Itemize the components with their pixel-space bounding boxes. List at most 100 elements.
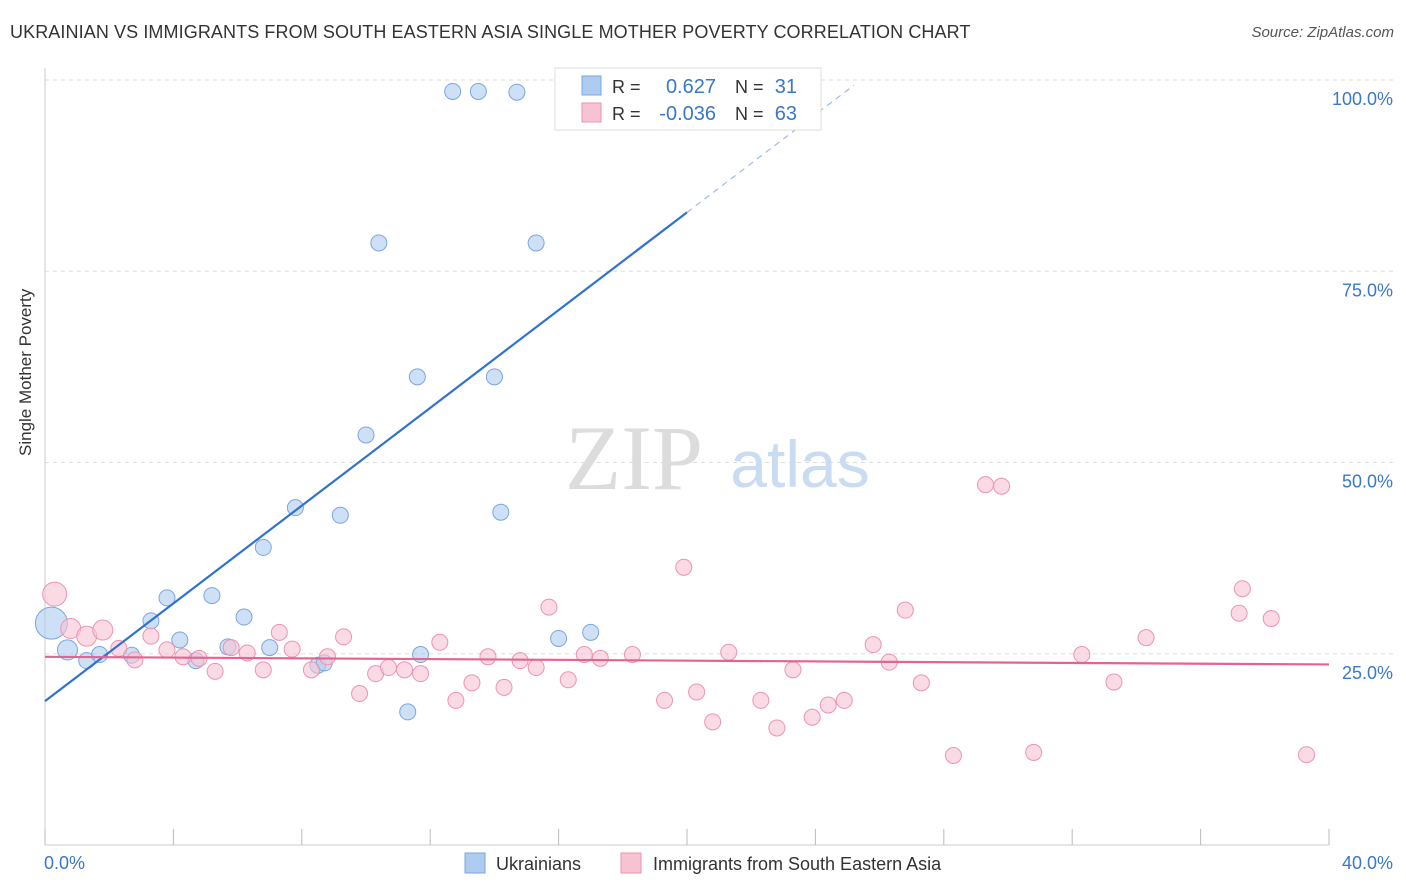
blue-point xyxy=(357,426,375,444)
watermark: ZIP atlas xyxy=(565,407,870,509)
stats-legend: R = 0.627 N = 31 R = -0.036 N = 63 xyxy=(554,67,822,131)
pink-point xyxy=(1230,604,1248,622)
pink-point xyxy=(1298,746,1316,764)
pink-point xyxy=(495,678,513,696)
trend-line-immigrants xyxy=(44,655,1330,666)
pink-point xyxy=(1262,610,1280,628)
blue-point xyxy=(492,503,510,521)
pink-point xyxy=(912,674,930,692)
pink-point xyxy=(42,581,68,607)
legend-item-immigrants-swatch[interactable] xyxy=(620,852,642,874)
pink-point xyxy=(447,691,465,709)
pink-point xyxy=(656,691,674,709)
pink-point xyxy=(396,661,414,679)
pink-point xyxy=(126,651,144,669)
pink-point xyxy=(142,627,160,645)
pink-point xyxy=(283,640,301,658)
pink-point xyxy=(784,661,802,679)
blue-point xyxy=(261,639,279,657)
legend-item-immigrants[interactable]: Immigrants from South Eastern Asia xyxy=(653,854,942,874)
legend-swatch-pink xyxy=(581,102,602,123)
pink-point xyxy=(1233,580,1251,598)
trend-lines xyxy=(44,84,1330,703)
pink-point xyxy=(720,643,738,661)
source-label: Source: ZipAtlas.com xyxy=(1251,24,1394,41)
pink-point xyxy=(575,646,593,664)
legend-swatch-blue xyxy=(581,75,602,96)
legend-item-ukrainians[interactable]: Ukrainians xyxy=(496,854,581,874)
gridlines xyxy=(45,79,1393,655)
pink-point xyxy=(768,719,786,737)
pink-point xyxy=(527,659,545,677)
pink-point xyxy=(254,661,272,679)
pink-point xyxy=(835,691,853,709)
blue-point xyxy=(235,608,253,626)
series-legend: Ukrainians Immigrants from South Eastern… xyxy=(464,852,942,874)
blue-point xyxy=(331,506,349,524)
pink-point xyxy=(540,598,558,616)
pink-point xyxy=(1073,646,1091,664)
pink-point xyxy=(803,708,821,726)
blue-point xyxy=(171,631,189,649)
pink-point xyxy=(379,659,397,677)
blue-point xyxy=(399,703,417,721)
blue-point xyxy=(370,234,388,252)
x-tick-label-left: 0.0% xyxy=(44,853,85,873)
watermark-zip: ZIP xyxy=(565,407,703,509)
pink-point xyxy=(318,648,336,666)
legend-r-label-1: R = xyxy=(612,77,641,97)
legend-r-label-2: R = xyxy=(612,104,641,124)
pink-point xyxy=(688,683,706,701)
legend-n-value-2: 63 xyxy=(775,103,797,125)
legend-n-label-1: N = xyxy=(735,77,764,97)
blue-point xyxy=(254,538,272,556)
chart-title: UKRAINIAN VS IMMIGRANTS FROM SOUTH EASTE… xyxy=(10,22,971,42)
watermark-atlas: atlas xyxy=(730,427,869,501)
pink-point xyxy=(752,691,770,709)
x-tick-label-right: 40.0% xyxy=(1342,853,1393,873)
blue-point xyxy=(550,629,568,647)
trend-line-ukrainians-extension xyxy=(686,84,855,213)
y-tick-labels: 25.0% 50.0% 75.0% 100.0% xyxy=(1332,89,1393,683)
blue-point xyxy=(508,83,526,101)
y-tick-label: 50.0% xyxy=(1342,472,1393,492)
pink-point xyxy=(559,671,577,689)
legend-r-value-1: 0.627 xyxy=(666,76,716,98)
y-tick-label: 100.0% xyxy=(1332,89,1393,109)
pink-point xyxy=(431,633,449,651)
pink-point xyxy=(335,628,353,646)
pink-point xyxy=(351,685,369,703)
pink-point xyxy=(222,639,240,657)
axes xyxy=(44,68,1330,846)
pink-point xyxy=(302,661,320,679)
blue-point xyxy=(582,623,600,641)
blue-point xyxy=(527,234,545,252)
blue-point xyxy=(286,499,304,517)
blue-point xyxy=(485,368,503,386)
pink-point xyxy=(463,674,481,692)
pink-point xyxy=(412,665,430,683)
legend-n-label-2: N = xyxy=(735,104,764,124)
pink-point xyxy=(591,649,609,667)
data-points xyxy=(34,82,1316,764)
pink-point xyxy=(1025,743,1043,761)
pink-point xyxy=(1137,629,1155,647)
pink-point xyxy=(944,746,962,764)
y-tick-label: 75.0% xyxy=(1342,280,1393,300)
pink-point xyxy=(864,636,882,654)
blue-point xyxy=(203,587,221,605)
pink-point xyxy=(158,641,176,659)
blue-point xyxy=(469,82,487,100)
pink-point xyxy=(675,558,693,576)
pink-point xyxy=(993,477,1011,495)
pink-point xyxy=(819,696,837,714)
trend-line-ukrainians xyxy=(44,211,688,703)
pink-point xyxy=(704,713,722,731)
pink-point xyxy=(92,619,114,641)
blue-point xyxy=(408,368,426,386)
pink-point xyxy=(270,623,288,641)
pink-point xyxy=(623,646,641,664)
pink-point xyxy=(1105,673,1123,691)
legend-item-ukrainians-swatch[interactable] xyxy=(464,852,486,874)
